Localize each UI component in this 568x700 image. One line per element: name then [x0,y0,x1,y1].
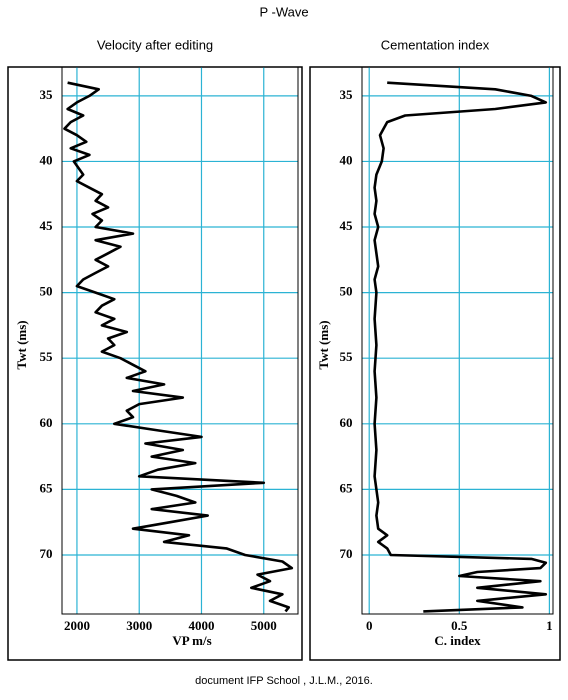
panel-title: Cementation index [381,37,490,52]
y-tick-label: 55 [340,349,354,364]
y-tick-label: 35 [340,87,354,102]
x-tick-label: 2000 [64,618,90,633]
x-tick-label: 4000 [188,618,214,633]
y-tick-label: 50 [340,284,353,299]
y-tick-label: 70 [340,546,353,561]
y-axis-label: Twt (ms) [14,320,29,369]
y-tick-label: 55 [40,349,54,364]
y-tick-label: 35 [40,87,54,102]
page-title: P -Wave [259,4,308,19]
y-tick-label: 45 [40,218,54,233]
y-tick-label: 60 [340,415,353,430]
panel-title: Velocity after editing [97,37,213,52]
x-axis-label: C. index [434,633,481,648]
x-axis-label: VP m/s [172,633,211,648]
x-tick-label: 0.5 [451,618,468,633]
y-tick-label: 60 [40,415,53,430]
x-tick-label: 3000 [126,618,152,633]
plot-area [361,66,554,615]
x-tick-label: 5000 [251,618,277,633]
y-tick-label: 70 [40,546,53,561]
y-tick-label: 65 [40,480,54,495]
plot-area [61,66,299,615]
y-tick-label: 65 [340,480,354,495]
y-tick-label: 50 [40,284,53,299]
y-tick-label: 40 [40,152,53,167]
footer: document IFP School , J.L.M., 2016. [195,675,373,687]
y-tick-label: 40 [340,152,353,167]
y-axis-label: Twt (ms) [316,320,331,369]
x-tick-label: 1 [546,618,553,633]
y-tick-label: 45 [340,218,354,233]
log-curve [63,81,294,613]
log-curve [373,81,548,613]
x-tick-label: 0 [366,618,373,633]
